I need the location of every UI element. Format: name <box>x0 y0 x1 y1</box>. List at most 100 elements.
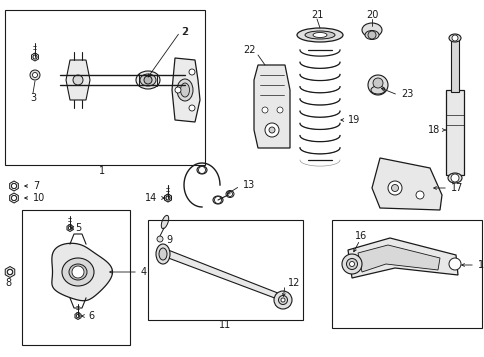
Ellipse shape <box>370 86 384 94</box>
Circle shape <box>12 196 16 201</box>
Circle shape <box>415 191 423 199</box>
Circle shape <box>68 226 72 230</box>
Ellipse shape <box>159 248 166 260</box>
Ellipse shape <box>144 76 151 84</box>
Text: 1: 1 <box>99 166 105 176</box>
Ellipse shape <box>448 34 460 42</box>
Circle shape <box>189 105 195 111</box>
Circle shape <box>76 314 79 318</box>
Circle shape <box>278 296 287 305</box>
Ellipse shape <box>73 75 83 85</box>
Polygon shape <box>163 248 287 303</box>
Text: 22: 22 <box>243 45 256 55</box>
Text: 4: 4 <box>141 267 147 277</box>
Ellipse shape <box>304 31 334 39</box>
Bar <box>332 220 481 328</box>
Ellipse shape <box>212 196 223 204</box>
Circle shape <box>269 127 274 133</box>
Text: 17: 17 <box>450 183 462 193</box>
Circle shape <box>261 107 268 113</box>
Text: 5: 5 <box>75 223 81 233</box>
Ellipse shape <box>156 244 170 264</box>
Circle shape <box>30 70 40 80</box>
Circle shape <box>227 191 232 196</box>
Circle shape <box>166 196 170 200</box>
Ellipse shape <box>296 28 342 42</box>
Bar <box>450 40 458 92</box>
Ellipse shape <box>447 173 461 183</box>
Ellipse shape <box>226 191 233 197</box>
Circle shape <box>367 31 375 39</box>
Circle shape <box>276 107 283 113</box>
Circle shape <box>391 185 398 191</box>
Polygon shape <box>357 245 439 272</box>
Ellipse shape <box>161 215 168 228</box>
Polygon shape <box>52 243 112 301</box>
Text: 13: 13 <box>242 180 255 190</box>
Bar <box>5 10 205 165</box>
Circle shape <box>12 196 16 201</box>
Polygon shape <box>66 60 90 100</box>
Polygon shape <box>254 65 289 148</box>
Circle shape <box>12 183 16 188</box>
Circle shape <box>198 166 205 174</box>
Circle shape <box>367 75 387 95</box>
Bar <box>22 210 130 345</box>
Text: 23: 23 <box>400 89 412 99</box>
Circle shape <box>451 35 457 41</box>
Ellipse shape <box>136 71 160 89</box>
Circle shape <box>32 72 37 77</box>
Ellipse shape <box>69 264 87 280</box>
Ellipse shape <box>197 166 207 174</box>
Circle shape <box>448 258 460 270</box>
Text: 20: 20 <box>365 10 378 20</box>
Polygon shape <box>31 53 38 61</box>
Polygon shape <box>67 225 73 231</box>
Circle shape <box>12 183 16 188</box>
Text: 15: 15 <box>477 260 484 270</box>
Circle shape <box>349 261 354 266</box>
Text: 14: 14 <box>144 193 157 203</box>
Ellipse shape <box>312 32 326 37</box>
Text: 16: 16 <box>354 231 366 241</box>
Ellipse shape <box>177 79 193 101</box>
Ellipse shape <box>180 83 189 97</box>
Text: 9: 9 <box>166 235 172 245</box>
Circle shape <box>273 291 291 309</box>
Text: 6: 6 <box>88 311 94 321</box>
Circle shape <box>175 87 181 93</box>
Circle shape <box>372 78 382 88</box>
Circle shape <box>264 123 278 137</box>
Bar <box>148 220 302 320</box>
Circle shape <box>189 69 195 75</box>
Circle shape <box>33 55 37 59</box>
Ellipse shape <box>361 23 381 37</box>
Text: 8: 8 <box>5 278 11 288</box>
Polygon shape <box>164 194 171 202</box>
Text: 2: 2 <box>182 27 188 37</box>
Text: 7: 7 <box>33 181 39 191</box>
Polygon shape <box>5 266 15 277</box>
Text: 12: 12 <box>287 278 300 288</box>
Text: 19: 19 <box>348 115 360 125</box>
Circle shape <box>7 269 13 275</box>
Text: 2: 2 <box>181 27 187 37</box>
Ellipse shape <box>62 258 94 286</box>
Circle shape <box>387 181 401 195</box>
Circle shape <box>214 196 221 203</box>
Polygon shape <box>10 181 18 191</box>
Text: 21: 21 <box>310 10 322 20</box>
Circle shape <box>341 254 361 274</box>
Ellipse shape <box>140 74 156 86</box>
Circle shape <box>280 298 285 302</box>
Circle shape <box>450 174 458 182</box>
Polygon shape <box>348 238 457 278</box>
Polygon shape <box>172 58 199 122</box>
Bar <box>445 90 463 175</box>
Circle shape <box>157 236 163 242</box>
Circle shape <box>7 270 13 275</box>
Text: 18: 18 <box>427 125 439 135</box>
Circle shape <box>346 258 357 270</box>
Polygon shape <box>371 158 441 210</box>
Text: 11: 11 <box>218 320 231 330</box>
